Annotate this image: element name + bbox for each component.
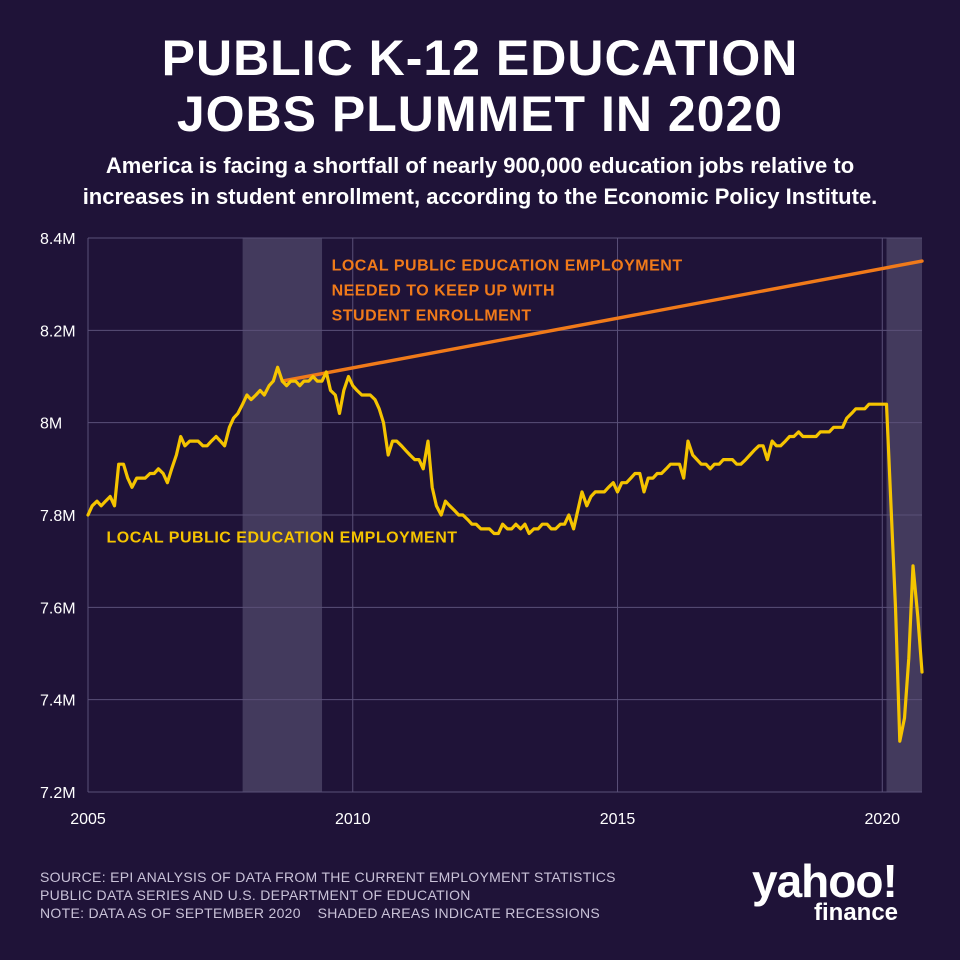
annotation-0-line-2: STUDENT ENROLLMENT bbox=[332, 307, 532, 324]
y-tick-label-4: 8M bbox=[40, 416, 62, 433]
source-line-1: SOURCE: EPI ANALYSIS OF DATA FROM THE CU… bbox=[40, 869, 616, 885]
annotation-0-line-0: LOCAL PUBLIC EDUCATION EMPLOYMENT bbox=[332, 257, 683, 274]
y-tick-label-0: 7.2M bbox=[40, 785, 76, 802]
source-line-3: NOTE: DATA AS OF SEPTEMBER 2020 SHADED A… bbox=[40, 905, 601, 921]
source-line-2: PUBLIC DATA SERIES AND U.S. DEPARTMENT O… bbox=[40, 887, 471, 903]
logo-subword: finance bbox=[814, 899, 899, 926]
needed-series-line bbox=[280, 259, 924, 383]
y-tick-label-3: 7.8M bbox=[40, 508, 76, 525]
chart-subtitle: America is facing a shortfall of nearly … bbox=[0, 150, 960, 212]
yahoo-finance-logo: yahoo! finance bbox=[748, 856, 928, 926]
x-tick-label-2: 2015 bbox=[600, 811, 636, 828]
x-tick-label-1: 2010 bbox=[335, 811, 371, 828]
employment-series-line bbox=[86, 365, 924, 743]
source-note: SOURCE: EPI ANALYSIS OF DATA FROM THE CU… bbox=[40, 868, 616, 922]
y-tick-label-5: 8.2M bbox=[40, 323, 76, 340]
chart-title-line-2: JOBS PLUMMET IN 2020 bbox=[176, 86, 784, 142]
x-tick-label-3: 2020 bbox=[864, 811, 900, 828]
x-tick-label-0: 2005 bbox=[70, 811, 106, 828]
chart-title-line-1: PUBLIC K-12 EDUCATION bbox=[161, 30, 799, 86]
y-tick-label-6: 8.4M bbox=[40, 231, 76, 248]
chart-subtitle-line-1: America is facing a shortfall of nearly … bbox=[105, 153, 855, 178]
y-tick-label-1: 7.4M bbox=[40, 693, 76, 710]
logo-wordmark: yahoo! bbox=[752, 855, 898, 907]
chart-title: PUBLIC K-12 EDUCATION JOBS PLUMMET IN 20… bbox=[0, 30, 960, 142]
y-tick-label-2: 7.6M bbox=[40, 600, 76, 617]
annotation-0-line-1: NEEDED TO KEEP UP WITH bbox=[332, 282, 555, 299]
annotation-1-line-0: LOCAL PUBLIC EDUCATION EMPLOYMENT bbox=[107, 530, 458, 547]
chart-subtitle-line-2: increases in student enrollment, accordi… bbox=[82, 184, 878, 209]
